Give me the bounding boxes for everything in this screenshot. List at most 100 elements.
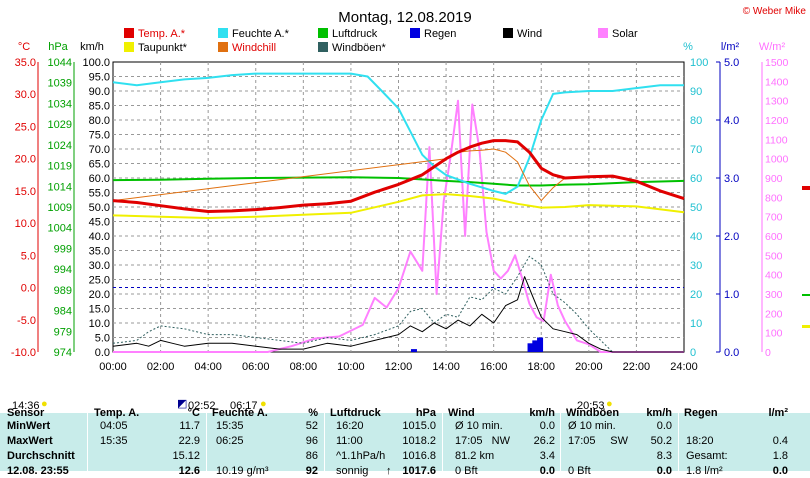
time-tick-label: 20:00 [575, 361, 603, 373]
humidity-value: 52 [305, 420, 318, 432]
rain-time: 18:20 [686, 435, 714, 447]
gust-direction: SW [610, 435, 628, 447]
solar-tick-label: 900 [765, 173, 783, 185]
legend-label: Temp. A.* [138, 28, 186, 40]
wind-value: 0.0 [539, 465, 555, 477]
pressure-unit-header: hPa [415, 407, 436, 419]
time-tick-label: 16:00 [480, 361, 508, 373]
legend-swatch [124, 42, 134, 52]
gust-value: 0.0 [656, 420, 672, 432]
legend-label: Solar [612, 28, 638, 40]
gust-time: Ø 10 min. [568, 420, 616, 432]
humidity-tick-label: 70 [690, 144, 702, 156]
gust-time: 0 Bft [568, 465, 591, 477]
wind-value: 26.2 [533, 435, 555, 447]
solar-tick-label: 700 [765, 212, 783, 224]
pressure-tick-label: 999 [54, 243, 72, 255]
rain-bar [410, 349, 417, 352]
temp-tick-label: 0.0 [21, 283, 36, 295]
temp-tick-label: 30.0 [15, 89, 36, 101]
solar-tick-label: 500 [765, 250, 783, 262]
gust-value: 50.2 [650, 435, 672, 447]
humidity-time: 10.19 g/m³ [216, 465, 269, 477]
temp-unit-header: °C [187, 407, 200, 419]
wind-tick-label: 65.0 [89, 159, 110, 171]
gust-value: 8.3 [656, 450, 672, 462]
wind-time: 17:05 [455, 435, 483, 447]
series-line-windb-en [112, 255, 684, 353]
humidity-tick-label: 60 [690, 173, 702, 185]
humidity-header: Feuchte A. [212, 407, 268, 419]
wind-unit-label: km/h [80, 41, 104, 53]
solar-tick-label: 300 [765, 289, 783, 301]
rain-header: Regen [684, 407, 718, 419]
solar-tick-label: 1200 [765, 115, 789, 127]
temp-tick-label: 10.0 [15, 218, 36, 230]
moon-time: 06:17 [230, 400, 258, 412]
series-line-solar [113, 99, 684, 353]
wind-tick-label: 45.0 [89, 217, 110, 229]
rain-bar [527, 343, 534, 352]
temp-edge-mark [802, 186, 810, 190]
rain-time: 1.8 l/m² [686, 465, 723, 477]
series-line-luftdruck [112, 176, 685, 187]
pressure-tick-label: 974 [54, 347, 72, 359]
weather-chart: Montag, 12.08.2019 © Weber Mike Temp. A.… [11, 6, 810, 373]
divider [87, 413, 88, 471]
sunrise-time: 02:52 [188, 400, 216, 412]
legend-label: Wind [517, 28, 542, 40]
legend-swatch [318, 28, 328, 38]
divider [678, 413, 679, 471]
time-tick-label: 22:00 [623, 361, 651, 373]
humidity-tick-label: 30 [690, 260, 702, 272]
series-line-taupunkt [112, 193, 685, 219]
wind-time: 0 Bft [455, 465, 478, 477]
time-tick-label: 02:00 [147, 361, 175, 373]
wind-unit-header: km/h [529, 407, 555, 419]
wind-tick-label: 70.0 [89, 144, 110, 156]
temp-tick-label: 15.0 [15, 186, 36, 198]
left-time-label: 14:36 [12, 400, 40, 412]
gust-value: 0.0 [656, 465, 672, 477]
series-line-temp-a [112, 139, 685, 213]
row-label: MinWert [7, 420, 51, 432]
divider [442, 413, 443, 471]
time-tick-label: 00:00 [99, 361, 127, 373]
divider [206, 413, 207, 471]
row-label: Durchschnitt [7, 450, 75, 462]
chart-title: Montag, 12.08.2019 [338, 9, 471, 26]
solar-tick-label: 1400 [765, 76, 789, 88]
series-line-wind [112, 276, 684, 353]
wind-tick-label: 20.0 [89, 289, 110, 301]
pressure-tick-label: 1034 [48, 98, 72, 110]
dewpoint-edge-mark [802, 325, 810, 328]
wind-tick-label: 95.0 [89, 72, 110, 84]
wind-value: 0.0 [539, 420, 555, 432]
humidity-unit-header: % [308, 407, 318, 419]
temp-tick-label: 20.0 [15, 154, 36, 166]
wind-tick-label: 60.0 [89, 173, 110, 185]
solar-tick-label: 600 [765, 231, 783, 243]
sensor-header: Sensor [7, 407, 45, 419]
humidity-tick-label: 100 [690, 57, 708, 69]
axis-units: °C hPa km/h% l/m² W/m² [18, 41, 786, 53]
time-tick-label: 18:00 [527, 361, 555, 373]
right-axes: 10090807060504030201005.04.03.02.01.00.0… [690, 57, 789, 359]
pressure-value: 1018.2 [402, 435, 436, 447]
pressure-tick-label: 994 [54, 264, 72, 276]
left-axes: 35.0 30.0 25.0 20.0 15.0 10.0 5.0 0.0 -5.0 -10.0 1… [11, 57, 110, 359]
humidity-tick-label: 50 [690, 202, 702, 214]
pressure-time: 16:20 [336, 420, 364, 432]
wind-tick-label: 40.0 [89, 231, 110, 243]
humidity-time: 15:35 [216, 420, 244, 432]
time-tick-label: 04:00 [194, 361, 222, 373]
rain-tick-label: 4.0 [724, 115, 739, 127]
wind-direction: NW [491, 435, 510, 447]
wind-tick-label: 50.0 [89, 202, 110, 214]
pressure-tick-label: 1039 [48, 78, 72, 90]
solar-tick-label: 400 [765, 270, 783, 282]
temp-tick-label: -5.0 [17, 315, 36, 327]
right-edge-marks [802, 186, 810, 328]
humidity-value: 96 [305, 435, 318, 447]
wind-tick-label: 25.0 [89, 275, 110, 287]
